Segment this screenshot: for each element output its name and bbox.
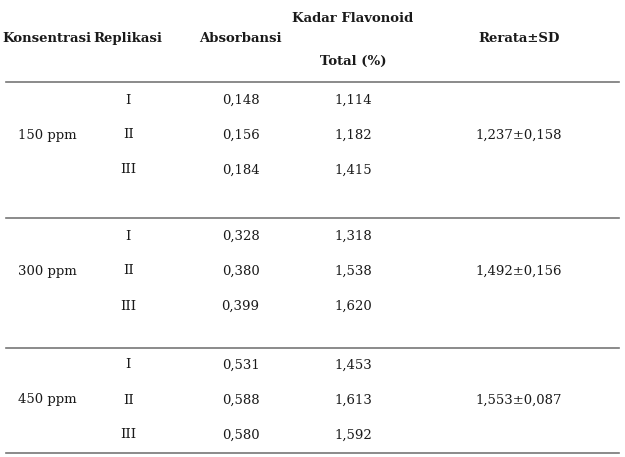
Text: Absorbansi: Absorbansi xyxy=(199,32,282,45)
Text: 0,580: 0,580 xyxy=(222,429,259,441)
Text: 0,148: 0,148 xyxy=(222,94,259,106)
Text: 1,114: 1,114 xyxy=(334,94,372,106)
Text: 1,613: 1,613 xyxy=(334,393,372,406)
Text: Kadar Flavonoid: Kadar Flavonoid xyxy=(292,12,414,25)
Text: 1,415: 1,415 xyxy=(334,164,372,176)
Text: I: I xyxy=(126,358,131,372)
Text: 150 ppm: 150 ppm xyxy=(18,128,76,142)
Text: 0,399: 0,399 xyxy=(222,299,259,313)
Text: III: III xyxy=(120,299,136,313)
Text: I: I xyxy=(126,94,131,106)
Text: 0,156: 0,156 xyxy=(222,128,259,142)
Text: 1,318: 1,318 xyxy=(334,229,372,243)
Text: 0,328: 0,328 xyxy=(222,229,259,243)
Text: 0,531: 0,531 xyxy=(222,358,259,372)
Text: II: II xyxy=(122,393,134,406)
Text: 300 ppm: 300 ppm xyxy=(18,265,76,277)
Text: Rerata±SD: Rerata±SD xyxy=(478,32,559,45)
Text: 1,620: 1,620 xyxy=(334,299,372,313)
Text: Total (%): Total (%) xyxy=(320,55,386,68)
Text: 1,453: 1,453 xyxy=(334,358,372,372)
Text: II: II xyxy=(122,265,134,277)
Text: 1,553±0,087: 1,553±0,087 xyxy=(476,393,562,406)
Text: 1,538: 1,538 xyxy=(334,265,372,277)
Text: 1,182: 1,182 xyxy=(334,128,372,142)
Text: II: II xyxy=(122,128,134,142)
Text: III: III xyxy=(120,429,136,441)
Text: 450 ppm: 450 ppm xyxy=(18,393,76,406)
Text: 1,592: 1,592 xyxy=(334,429,372,441)
Text: 0,588: 0,588 xyxy=(222,393,259,406)
Text: 0,184: 0,184 xyxy=(222,164,259,176)
Text: Replikasi: Replikasi xyxy=(94,32,162,45)
Text: 1,492±0,156: 1,492±0,156 xyxy=(476,265,562,277)
Text: 1,237±0,158: 1,237±0,158 xyxy=(476,128,562,142)
Text: III: III xyxy=(120,164,136,176)
Text: 0,380: 0,380 xyxy=(222,265,259,277)
Text: Konsentrasi: Konsentrasi xyxy=(2,32,91,45)
Text: I: I xyxy=(126,229,131,243)
